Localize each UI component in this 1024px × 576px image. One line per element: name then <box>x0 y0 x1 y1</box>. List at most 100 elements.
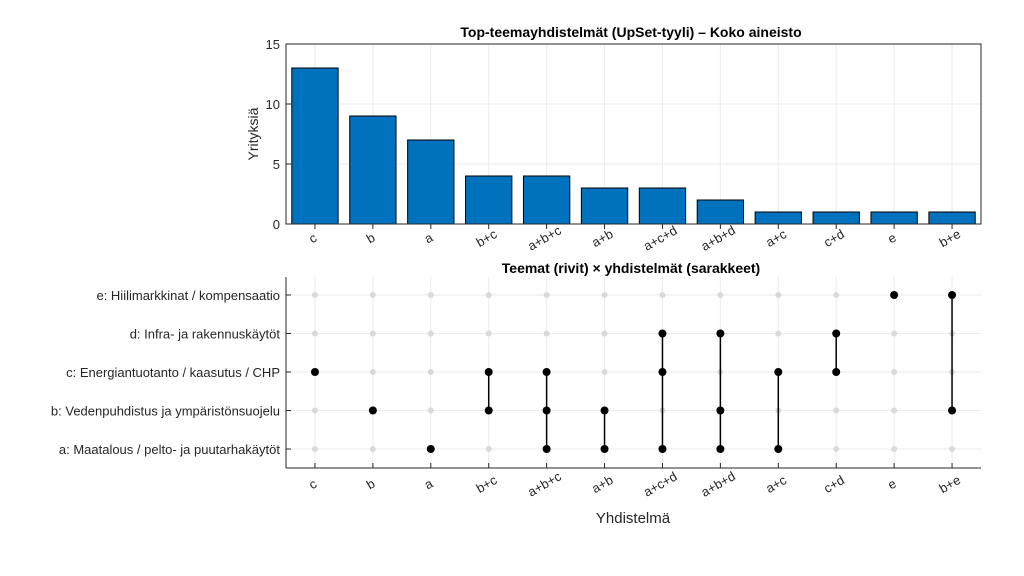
matrix-dot-inactive <box>427 292 434 298</box>
matrix-dot-active <box>542 445 551 453</box>
bar <box>580 187 629 225</box>
matrix-row-labels: a: Maatalous / pelto- ja puutarhakäytöt b… <box>51 288 291 457</box>
matrix-dot-inactive <box>427 330 434 337</box>
bar-y-ticks: 0 5 10 15 <box>266 37 291 232</box>
matrix-dot-inactive <box>775 292 782 298</box>
membership-matrix: Teemat (rivit) × yhdistelmät (sarakkeet)… <box>51 260 981 527</box>
matrix-dot-active <box>600 445 609 453</box>
bar-x-ticks: c b a b+c a+b+c a+b a+c+d a+b+d a+c c+d e b+e <box>306 222 963 253</box>
bar-y-tick-label: 10 <box>266 97 280 112</box>
bar <box>638 187 687 225</box>
matrix-dot-active <box>600 406 609 415</box>
matrix-dot-inactive <box>369 369 376 375</box>
matrix-dot-inactive <box>311 330 318 337</box>
bar-x-tick-label: a <box>422 229 436 246</box>
matrix-x-tick-label: a+c+d <box>641 469 680 500</box>
matrix-dot-active <box>542 406 551 415</box>
matrix-dot-active <box>716 445 725 453</box>
matrix-dot-active <box>484 368 493 376</box>
matrix-dot-inactive <box>833 446 840 452</box>
matrix-dot-inactive <box>601 330 608 337</box>
matrix-dot-active <box>310 368 319 376</box>
bar-x-tick-label: c <box>306 230 320 246</box>
bar-x-tick-label: a+c+d <box>641 223 680 254</box>
matrix-dot-active <box>542 368 551 376</box>
bar-chart-title: Top-teemayhdistelmät (UpSet-tyyli) – Kok… <box>460 24 801 40</box>
matrix-dot-inactive <box>369 292 376 298</box>
matrix-dot-active <box>658 445 667 453</box>
bar-x-tick-label: b+e <box>936 226 963 250</box>
matrix-x-tick-label: c+d <box>821 472 847 496</box>
matrix-dot-inactive <box>659 292 666 298</box>
matrix-x-tick-label: b+c <box>473 472 499 496</box>
matrix-dot-active <box>658 329 667 338</box>
bar <box>522 175 571 225</box>
matrix-dot-active <box>368 406 377 415</box>
bar <box>465 175 513 225</box>
matrix-row-label: c: Energiantuotanto / kaasutus / CHP <box>66 365 280 380</box>
matrix-dot-inactive <box>369 330 376 337</box>
matrix-x-tick-label: b+e <box>936 472 963 496</box>
matrix-dots <box>310 291 957 453</box>
matrix-dot-inactive <box>311 446 318 452</box>
matrix-dot-inactive <box>775 330 782 337</box>
bar <box>870 211 918 225</box>
matrix-x-axis-label: Yhdistelmä <box>596 510 671 527</box>
matrix-x-tick-label: b <box>364 476 378 493</box>
matrix-dot-inactive <box>485 292 492 298</box>
matrix-dot-inactive <box>601 292 608 298</box>
matrix-x-tick-label: a+b <box>589 472 616 496</box>
matrix-x-tick-label: a+c <box>763 472 789 496</box>
matrix-row-label: b: Vedenpuhdistus ja ympäristönsuojelu <box>51 404 280 419</box>
matrix-dot-inactive <box>891 446 898 452</box>
bar-x-tick-label: e <box>885 230 899 247</box>
matrix-dot-active <box>658 368 667 376</box>
bar-x-tick-label: a+b+d <box>698 222 737 253</box>
matrix-dot-inactive <box>485 446 492 452</box>
matrix-dot-active <box>716 406 725 415</box>
matrix-x-tick-label: c <box>306 476 320 492</box>
matrix-dot-active <box>890 291 899 299</box>
bar-y-tick-label: 0 <box>273 217 280 232</box>
matrix-dot-active <box>948 406 957 415</box>
matrix-dot-inactive <box>891 407 898 414</box>
bar-y-tick-label: 5 <box>273 157 280 172</box>
matrix-dot-inactive <box>833 407 840 414</box>
matrix-x-tick-label: a+b+c <box>525 468 564 499</box>
bar-x-tick-label: a+b+c <box>525 222 564 253</box>
bar <box>696 199 745 225</box>
matrix-dot-inactive <box>543 292 550 298</box>
matrix-dot-active <box>774 445 783 453</box>
matrix-dot-inactive <box>891 330 898 337</box>
matrix-dot-inactive <box>369 446 376 452</box>
matrix-dot-inactive <box>311 407 318 414</box>
matrix-dot-inactive <box>949 446 956 452</box>
matrix-dot-inactive <box>311 292 318 298</box>
bar <box>812 211 860 225</box>
matrix-gridlines <box>286 277 981 468</box>
bar-chart: Top-teemayhdistelmät (UpSet-tyyli) – Kok… <box>245 24 982 254</box>
matrix-dot-inactive <box>833 292 840 298</box>
matrix-row-label: e: Hiilimarkkinat / kompensaatio <box>96 288 280 303</box>
matrix-x-tick-label: a+b+d <box>698 468 737 499</box>
matrix-dot-active <box>716 329 725 338</box>
matrix-dot-inactive <box>601 369 608 375</box>
matrix-x-tick-label: a <box>422 475 436 492</box>
matrix-dot-active <box>832 368 841 376</box>
bar-gridlines <box>286 44 981 224</box>
matrix-dot-active <box>948 291 957 299</box>
bars <box>291 67 976 225</box>
matrix-row-label: d: Infra- ja rakennuskäytöt <box>130 327 281 342</box>
bar-y-tick-label: 15 <box>266 37 280 52</box>
bar-x-tick-label: b <box>364 230 378 247</box>
bar-x-tick-label: b+c <box>473 226 499 250</box>
bar <box>407 139 455 225</box>
matrix-dot-inactive <box>485 330 492 337</box>
bar-y-axis-label: Yrityksiä <box>245 107 261 160</box>
bar <box>928 211 976 225</box>
matrix-dot-active <box>774 368 783 376</box>
matrix-dot-inactive <box>891 369 898 375</box>
matrix-row-label: a: Maatalous / pelto- ja puutarhakäytöt <box>59 442 281 457</box>
matrix-dot-inactive <box>543 330 550 337</box>
